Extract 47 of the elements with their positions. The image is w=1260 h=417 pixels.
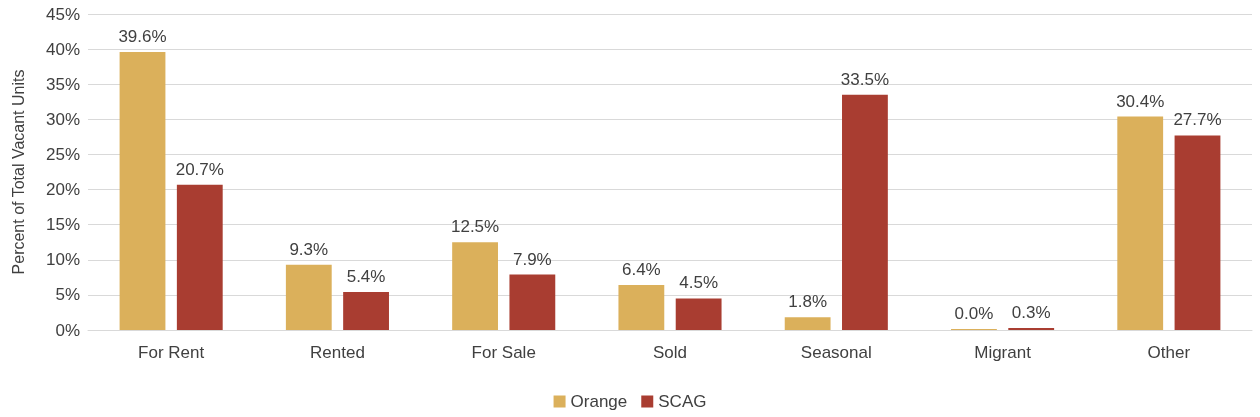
y-tick-label: 45% (45, 4, 80, 24)
data-label: 9.3% (289, 239, 329, 259)
bar (285, 264, 332, 330)
x-tick-label: For Sale (471, 343, 536, 362)
data-label: 5.4% (346, 267, 386, 287)
bar (1117, 116, 1164, 330)
bar (509, 274, 556, 330)
data-label: 20.7% (175, 159, 224, 179)
data-label: 39.6% (118, 26, 167, 46)
y-tick-label: 30% (45, 109, 80, 129)
bar (452, 242, 498, 330)
x-tick-label: Seasonal (800, 343, 872, 362)
data-label: 4.5% (679, 273, 719, 293)
bar (176, 184, 223, 330)
data-label: 6.4% (621, 260, 661, 280)
y-tick-label: 20% (45, 180, 80, 200)
legend-label: Orange (570, 392, 628, 411)
bar (618, 285, 665, 330)
data-label: 7.9% (512, 249, 552, 269)
bar (784, 317, 831, 330)
y-tick-label: 10% (45, 250, 80, 270)
data-label: 12.5% (450, 217, 500, 237)
bar (343, 292, 389, 330)
y-tick-label: 0% (55, 320, 80, 340)
data-label: 0.0% (954, 304, 994, 323)
data-label: 0.3% (1011, 302, 1051, 322)
bar (842, 94, 888, 330)
data-label: 1.8% (788, 292, 828, 312)
y-tick-label: 15% (45, 215, 80, 235)
x-tick-label: Rented (310, 343, 365, 362)
y-tick-label: 40% (45, 39, 80, 59)
bar (675, 298, 722, 330)
bar (1174, 135, 1221, 330)
data-label: 27.7% (1173, 110, 1222, 130)
x-tick-label: Migrant (974, 343, 1032, 362)
legend-label: SCAG (658, 392, 707, 411)
y-tick-label: 25% (45, 144, 80, 164)
x-tick-label: Sold (652, 343, 688, 362)
data-label: 33.5% (840, 69, 890, 89)
bar (1008, 327, 1055, 330)
x-tick-label: For Rent (138, 343, 205, 362)
y-tick-label: 5% (55, 285, 80, 305)
y-tick-label: 35% (45, 74, 80, 94)
x-tick-label: Other (1147, 343, 1191, 362)
bar (119, 51, 166, 330)
y-axis-title: Percent of Total Vacant Units (9, 69, 27, 275)
data-label: 30.4% (1116, 91, 1165, 111)
